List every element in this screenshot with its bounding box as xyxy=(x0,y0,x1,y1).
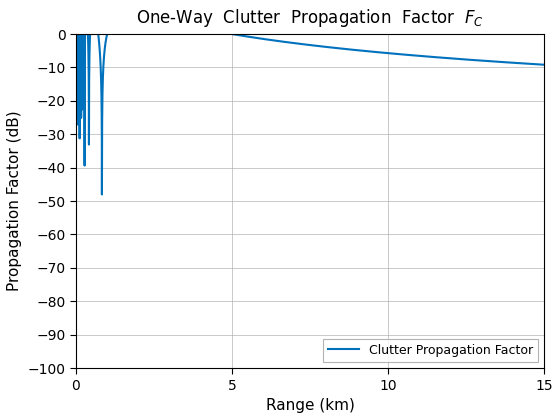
Clutter Propagation Factor xyxy=(73,16,80,21)
Clutter Propagation Factor xyxy=(101,52,108,57)
Clutter Propagation Factor xyxy=(302,42,309,47)
Clutter Propagation Factor xyxy=(92,16,99,21)
Clutter Propagation Factor xyxy=(516,60,523,66)
Legend: Clutter Propagation Factor: Clutter Propagation Factor xyxy=(323,339,538,362)
X-axis label: Range (km): Range (km) xyxy=(265,398,354,413)
Clutter Propagation Factor xyxy=(73,15,80,20)
Line: Clutter Propagation Factor: Clutter Propagation Factor xyxy=(76,17,544,194)
Title: One-Way  Clutter  Propagation  Factor  $F_C$: One-Way Clutter Propagation Factor $F_C$ xyxy=(136,7,484,29)
Clutter Propagation Factor xyxy=(99,192,105,197)
Y-axis label: Propagation Factor (dB): Propagation Factor (dB) xyxy=(7,111,22,291)
Clutter Propagation Factor xyxy=(165,19,171,24)
Clutter Propagation Factor xyxy=(75,20,82,25)
Clutter Propagation Factor xyxy=(541,62,548,67)
